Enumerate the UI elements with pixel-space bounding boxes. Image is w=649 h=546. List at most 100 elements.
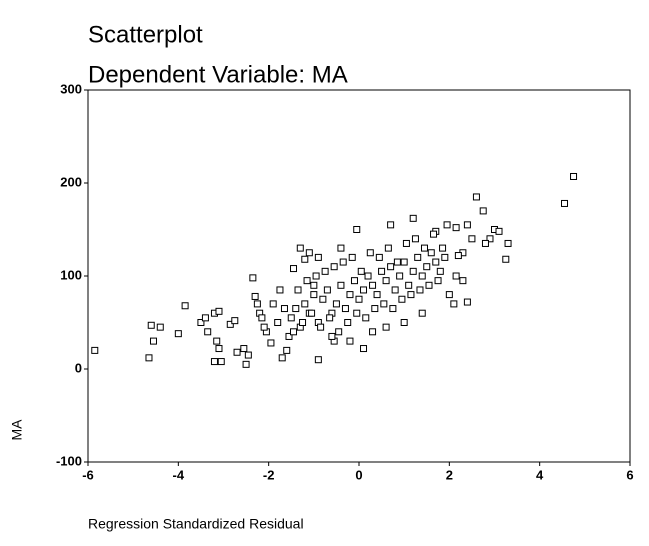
point bbox=[344, 319, 352, 326]
point bbox=[305, 249, 313, 257]
point bbox=[350, 277, 358, 285]
point bbox=[201, 314, 209, 322]
point bbox=[332, 300, 340, 308]
point bbox=[436, 267, 444, 275]
point bbox=[317, 323, 325, 331]
point bbox=[452, 272, 460, 280]
point bbox=[181, 302, 189, 310]
point bbox=[353, 226, 361, 233]
point bbox=[382, 323, 390, 331]
point bbox=[427, 249, 435, 257]
point bbox=[423, 263, 431, 271]
point bbox=[380, 300, 388, 308]
point bbox=[418, 309, 426, 317]
point bbox=[362, 314, 370, 322]
point bbox=[430, 230, 438, 238]
point bbox=[504, 239, 512, 247]
y-tick-label: 100 bbox=[60, 267, 82, 282]
point bbox=[240, 345, 248, 353]
point bbox=[296, 244, 304, 252]
point bbox=[326, 314, 334, 322]
y-axis-label: MA bbox=[9, 419, 25, 441]
point bbox=[479, 207, 487, 215]
point bbox=[382, 277, 390, 285]
point bbox=[459, 277, 467, 285]
point bbox=[420, 244, 428, 252]
point bbox=[292, 305, 300, 313]
point bbox=[463, 298, 471, 306]
x-tick-label: -4 bbox=[173, 467, 185, 482]
point bbox=[384, 244, 392, 252]
x-axis-label: Regression Standardized Residual bbox=[88, 516, 304, 532]
point bbox=[310, 291, 318, 299]
x-tick-label: 4 bbox=[536, 467, 544, 482]
point bbox=[314, 356, 322, 364]
point bbox=[341, 305, 349, 313]
point bbox=[398, 295, 406, 303]
point bbox=[400, 319, 408, 326]
point bbox=[249, 274, 257, 282]
point bbox=[371, 305, 379, 313]
point bbox=[242, 360, 250, 368]
point bbox=[495, 227, 503, 235]
x-tick-label: 6 bbox=[626, 467, 633, 482]
point bbox=[463, 221, 471, 229]
point bbox=[323, 286, 331, 294]
point bbox=[321, 267, 329, 275]
point bbox=[439, 244, 447, 252]
point bbox=[308, 309, 316, 317]
point bbox=[337, 244, 345, 252]
point bbox=[91, 346, 99, 354]
point bbox=[405, 281, 413, 289]
point bbox=[409, 214, 417, 222]
point bbox=[294, 286, 302, 294]
point bbox=[156, 323, 164, 331]
point bbox=[443, 221, 451, 229]
point bbox=[215, 345, 223, 353]
point bbox=[328, 332, 336, 340]
point bbox=[346, 337, 354, 345]
point bbox=[231, 317, 239, 325]
point bbox=[450, 300, 458, 308]
point bbox=[366, 249, 374, 257]
point bbox=[274, 319, 282, 326]
point bbox=[244, 351, 252, 359]
point bbox=[432, 258, 440, 266]
point bbox=[389, 305, 397, 313]
point bbox=[355, 295, 363, 303]
point bbox=[145, 354, 153, 362]
point bbox=[253, 300, 261, 308]
point bbox=[278, 354, 286, 362]
point bbox=[454, 252, 462, 260]
point bbox=[335, 328, 343, 336]
chart-subtitle: Dependent Variable: MA bbox=[88, 61, 348, 88]
point bbox=[486, 235, 494, 243]
point bbox=[339, 258, 347, 266]
point bbox=[210, 358, 218, 366]
point bbox=[280, 305, 288, 313]
y-tick-label: 300 bbox=[60, 81, 82, 96]
point bbox=[213, 337, 221, 345]
point bbox=[378, 267, 386, 275]
point bbox=[314, 253, 322, 261]
x-tick-label: 0 bbox=[355, 467, 362, 482]
point bbox=[360, 286, 368, 294]
point bbox=[283, 346, 291, 354]
x-tick-label: -6 bbox=[82, 467, 94, 482]
point bbox=[301, 255, 309, 263]
point bbox=[147, 321, 155, 329]
point bbox=[400, 258, 408, 266]
point bbox=[310, 281, 318, 289]
point bbox=[452, 224, 460, 232]
point bbox=[301, 300, 309, 308]
point bbox=[418, 272, 426, 280]
point bbox=[369, 281, 377, 289]
point bbox=[407, 291, 415, 299]
point bbox=[337, 281, 345, 289]
point bbox=[441, 253, 449, 261]
point bbox=[445, 291, 453, 299]
point bbox=[233, 348, 241, 356]
point bbox=[414, 253, 422, 261]
point bbox=[267, 339, 275, 347]
